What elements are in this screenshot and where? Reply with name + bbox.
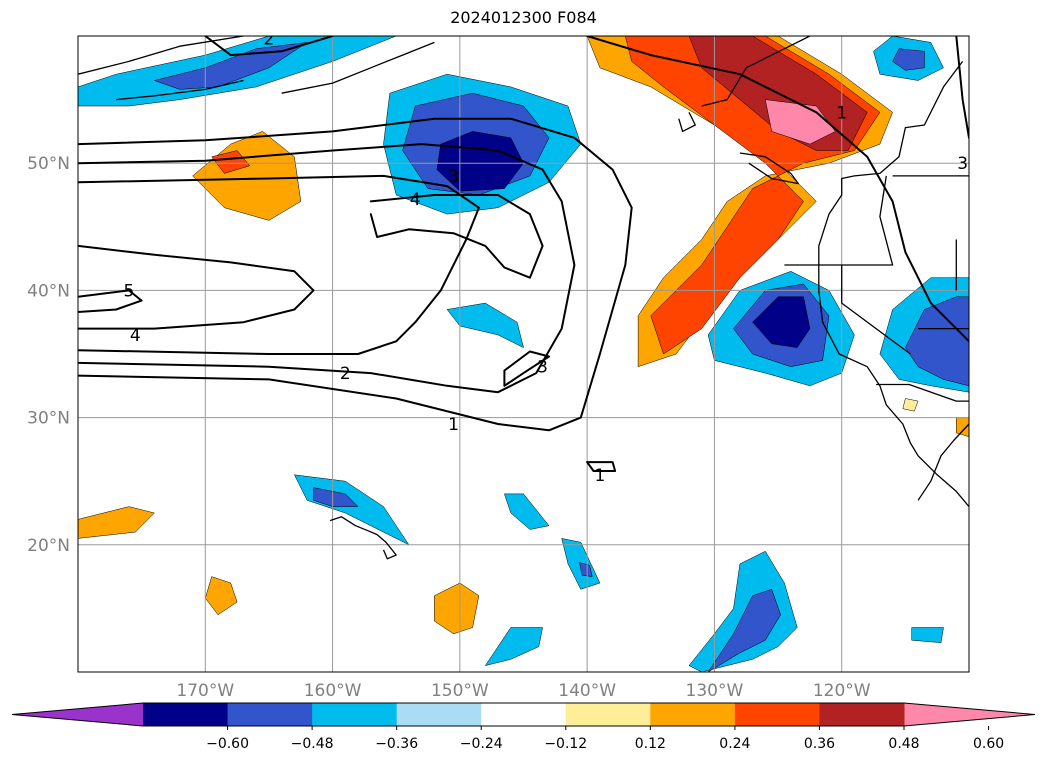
contour-layer: 1 1 1 2 3 3 3 4 4 5 2	[78, 30, 969, 486]
axis-labels: 170°W 160°W 150°W 140°W 130°W 120°W 50°N 40°N 30…	[27, 154, 871, 701]
colorbar-segment-6	[650, 703, 736, 726]
shaded-region-22	[192, 131, 302, 221]
contour-label-8: 4	[410, 190, 421, 210]
shaded-region-18	[688, 550, 798, 672]
colorbar-tick-label-3: −0.24	[460, 736, 503, 752]
map-frame	[77, 35, 970, 673]
coastline-9	[784, 175, 894, 266]
shaded-region-32	[902, 398, 919, 412]
contour-line-2	[586, 461, 617, 472]
shaded-region-11	[905, 296, 969, 387]
colorbar-tick-label-1: −0.48	[291, 736, 334, 752]
coastlines-layer	[78, 36, 969, 560]
lon-tick-label-1: 160°W	[304, 681, 362, 701]
shaded-region-20	[485, 627, 543, 666]
colorbar-tick-label-6: 0.24	[719, 736, 750, 752]
contour-label-4: 3	[448, 167, 459, 187]
colorbar-segment-0	[143, 703, 229, 726]
colorbar-segment-5	[565, 703, 651, 726]
shaded-region-4	[154, 42, 308, 90]
contour-label-2: 1	[594, 466, 605, 486]
colorbar-segment-7	[734, 703, 820, 726]
coastline-6	[281, 41, 435, 94]
colorbar-segment-8	[819, 703, 905, 726]
colorbar-tick-label-7: 0.36	[804, 736, 835, 752]
coastline-10	[841, 265, 911, 355]
shaded-region-31	[956, 417, 969, 437]
coastline-7	[116, 79, 244, 101]
contour-line-9	[78, 289, 143, 313]
contour-line-3	[78, 143, 576, 394]
contour-label-7: 4	[130, 326, 141, 346]
contour-label-9: 5	[124, 281, 135, 301]
contour-label-3: 2	[340, 364, 351, 384]
colorbar-segment-1	[227, 703, 313, 726]
contour-label-0: 1	[448, 415, 459, 435]
shaded-region-21	[911, 627, 944, 643]
contour-line-0	[78, 117, 633, 432]
lon-tick-label-2: 150°W	[431, 681, 489, 701]
coastline-4	[678, 112, 696, 133]
colorbar-outline	[11, 702, 1036, 727]
shaded-region-17	[579, 562, 593, 577]
contour-label-10: 2	[264, 30, 275, 50]
colorbar-tick-label-8: 0.48	[888, 736, 919, 752]
lat-tick-label-2: 30°N	[27, 409, 70, 429]
shaded-region-19	[707, 589, 781, 672]
shaded-region-29	[205, 576, 238, 616]
coastline-14	[876, 383, 969, 402]
shaded-region-13	[294, 474, 410, 546]
colorbar: −0.60 −0.48 −0.36 −0.24 −0.12 0.12 0.24 0.36 0.4…	[11, 702, 1036, 752]
contour-label-5: 3	[537, 358, 548, 378]
coastline-0	[818, 61, 969, 508]
lon-tick-label-4: 130°W	[686, 681, 744, 701]
shaded-region-9	[752, 296, 811, 348]
lon-tick-label-0: 170°W	[176, 681, 234, 701]
shaded-region-28	[78, 506, 155, 539]
shaded-region-27	[765, 99, 836, 145]
shaded-region-12	[446, 302, 524, 348]
contour-line-7	[78, 244, 315, 330]
colorbar-extend-low	[12, 703, 143, 726]
shaded-region-30	[434, 582, 480, 635]
coastline-3	[739, 152, 800, 185]
lat-tick-label-1: 40°N	[27, 281, 70, 301]
lon-tick-label-5: 120°W	[813, 681, 871, 701]
lat-tick-label-0: 50°N	[27, 154, 70, 174]
colorbar-extend-high	[904, 703, 1035, 726]
coastline-1	[917, 423, 969, 501]
colorbar-segment-4	[481, 703, 567, 726]
colorbar-tick-label-9: 0.60	[973, 736, 1004, 752]
coastline-8	[329, 516, 397, 560]
lat-tick-label-3: 20°N	[27, 536, 70, 556]
contour-line-5	[503, 350, 550, 387]
contour-label-6: 3	[957, 154, 968, 174]
contour-line-8	[369, 194, 544, 279]
colorbar-tick-label-5: 0.12	[635, 736, 666, 752]
contour-line-4	[78, 174, 480, 355]
coastline-2	[701, 36, 811, 107]
colorbar-tick-label-0: −0.60	[206, 736, 249, 752]
colorbar-tick-label-2: −0.36	[375, 736, 418, 752]
contour-line-10	[204, 36, 334, 57]
shaded-region-14	[313, 487, 359, 507]
colorbar-segment-2	[312, 703, 398, 726]
shaded-region-15	[504, 493, 550, 530]
colorbar-tick-label-4: −0.12	[544, 736, 587, 752]
chart-title: 2024012300 F084	[450, 8, 597, 27]
shaded-region-6	[892, 48, 925, 71]
shaded-anomaly-layer	[78, 36, 969, 672]
gridlines	[78, 36, 969, 672]
contour-line-6	[955, 36, 969, 139]
shaded-region-23	[211, 150, 251, 174]
lon-tick-label-3: 140°W	[558, 681, 616, 701]
colorbar-segment-3	[396, 703, 482, 726]
contour-line-1	[586, 36, 969, 343]
contour-label-1: 1	[836, 103, 847, 123]
